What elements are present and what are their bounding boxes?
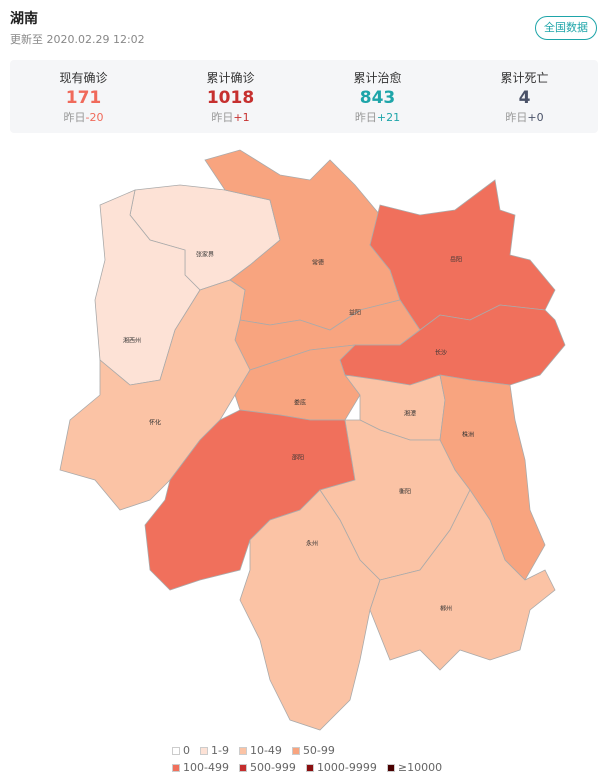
region-label: 株洲	[462, 431, 474, 439]
delta-value: -20	[85, 111, 104, 124]
national-data-button[interactable]: 全国数据	[535, 16, 597, 40]
region-label: 张家界	[196, 251, 214, 259]
legend-item: 1000-9999	[305, 761, 377, 774]
legend-label: ≥10000	[397, 761, 443, 774]
legend-label: 1000-9999	[316, 761, 377, 774]
region-label: 湘潭	[404, 410, 416, 418]
legend-item: 1-9	[200, 744, 229, 757]
delta-value: +21	[376, 111, 401, 124]
stat-value: 843	[359, 88, 396, 108]
stat-label: 累计确诊	[206, 71, 255, 85]
stat: 累计确诊 1018 昨日+1	[157, 60, 304, 133]
delta-label: 昨日	[505, 111, 528, 124]
stat-label: 现有确诊	[59, 71, 108, 85]
stats-panel: 现有确诊 171 昨日-20 累计确诊 1018 昨日+1 累计治愈 843 昨日+21 累计死亡…	[10, 60, 598, 133]
legend-label: 0	[183, 744, 190, 757]
stat-value: 1018	[206, 88, 255, 108]
legend: 0 1-9 10-49 50-99 100-499 500-999 1000-9999 ≥10…	[172, 744, 472, 778]
legend-row: 100-499 500-999 1000-9999 ≥10000	[172, 761, 472, 774]
title: 湖南	[10, 11, 38, 27]
stat-value: 171	[65, 88, 102, 108]
stat-value: 4	[518, 88, 531, 108]
region-label: 永州	[306, 540, 318, 548]
region-label: 常德	[312, 259, 324, 267]
legend-row: 0 1-9 10-49 50-99	[172, 744, 472, 757]
map: 张家界 湘西州 常德 岳阳 益阳 长沙 怀化 娄底 湘潭 株洲 邵阳 衡阳 永州…	[59, 149, 566, 731]
legend-swatch	[386, 763, 395, 772]
legend-swatch	[172, 746, 180, 755]
region-label: 岳阳	[450, 256, 462, 264]
region-label: 邵阳	[292, 454, 304, 462]
stat: 累计治愈 843 昨日+21	[304, 60, 451, 133]
legend-item: 0	[172, 744, 190, 757]
stat-label: 累计死亡	[500, 71, 549, 85]
legend-item: ≥10000	[386, 761, 443, 774]
stat-label: 累计治愈	[353, 71, 402, 85]
region-label: 湘西州	[123, 337, 141, 345]
stat-delta: 昨日-20	[10, 109, 157, 125]
legend-item: 10-49	[238, 744, 282, 757]
stat-delta: 昨日+0	[451, 109, 598, 125]
region-label: 衡阳	[399, 488, 411, 496]
delta-label: 昨日	[211, 111, 234, 124]
delta-value: +1	[233, 111, 250, 124]
delta-label: 昨日	[354, 111, 377, 124]
legend-swatch	[291, 746, 300, 755]
region	[239, 489, 381, 731]
region-label: 郴州	[440, 605, 452, 613]
delta-value: +0	[527, 111, 544, 124]
legend-label: 10-49	[249, 744, 282, 757]
update-time: 更新至 2020.02.29 12:02	[10, 33, 145, 46]
region-label: 益阳	[349, 309, 361, 317]
legend-item: 500-999	[238, 761, 296, 774]
delta-label: 昨日	[63, 111, 86, 124]
legend-swatch	[305, 763, 314, 772]
stat: 累计死亡 4 昨日+0	[451, 60, 598, 133]
region-label: 长沙	[435, 349, 447, 357]
stat: 现有确诊 171 昨日-20	[10, 60, 157, 133]
legend-swatch	[238, 746, 247, 755]
legend-swatch	[172, 763, 180, 772]
stat-delta: 昨日+1	[157, 109, 304, 125]
region	[369, 489, 556, 671]
region	[369, 179, 556, 331]
legend-label: 50-99	[302, 744, 335, 757]
legend-item: 50-99	[291, 744, 335, 757]
region-label: 怀化	[149, 419, 161, 427]
legend-label: 100-499	[183, 761, 229, 774]
region-label: 娄底	[294, 399, 306, 407]
stat-delta: 昨日+21	[304, 109, 451, 125]
legend-item: 100-499	[172, 761, 229, 774]
legend-swatch	[200, 746, 208, 755]
legend-label: 1-9	[211, 744, 229, 757]
legend-label: 500-999	[249, 761, 296, 774]
legend-swatch	[238, 763, 247, 772]
